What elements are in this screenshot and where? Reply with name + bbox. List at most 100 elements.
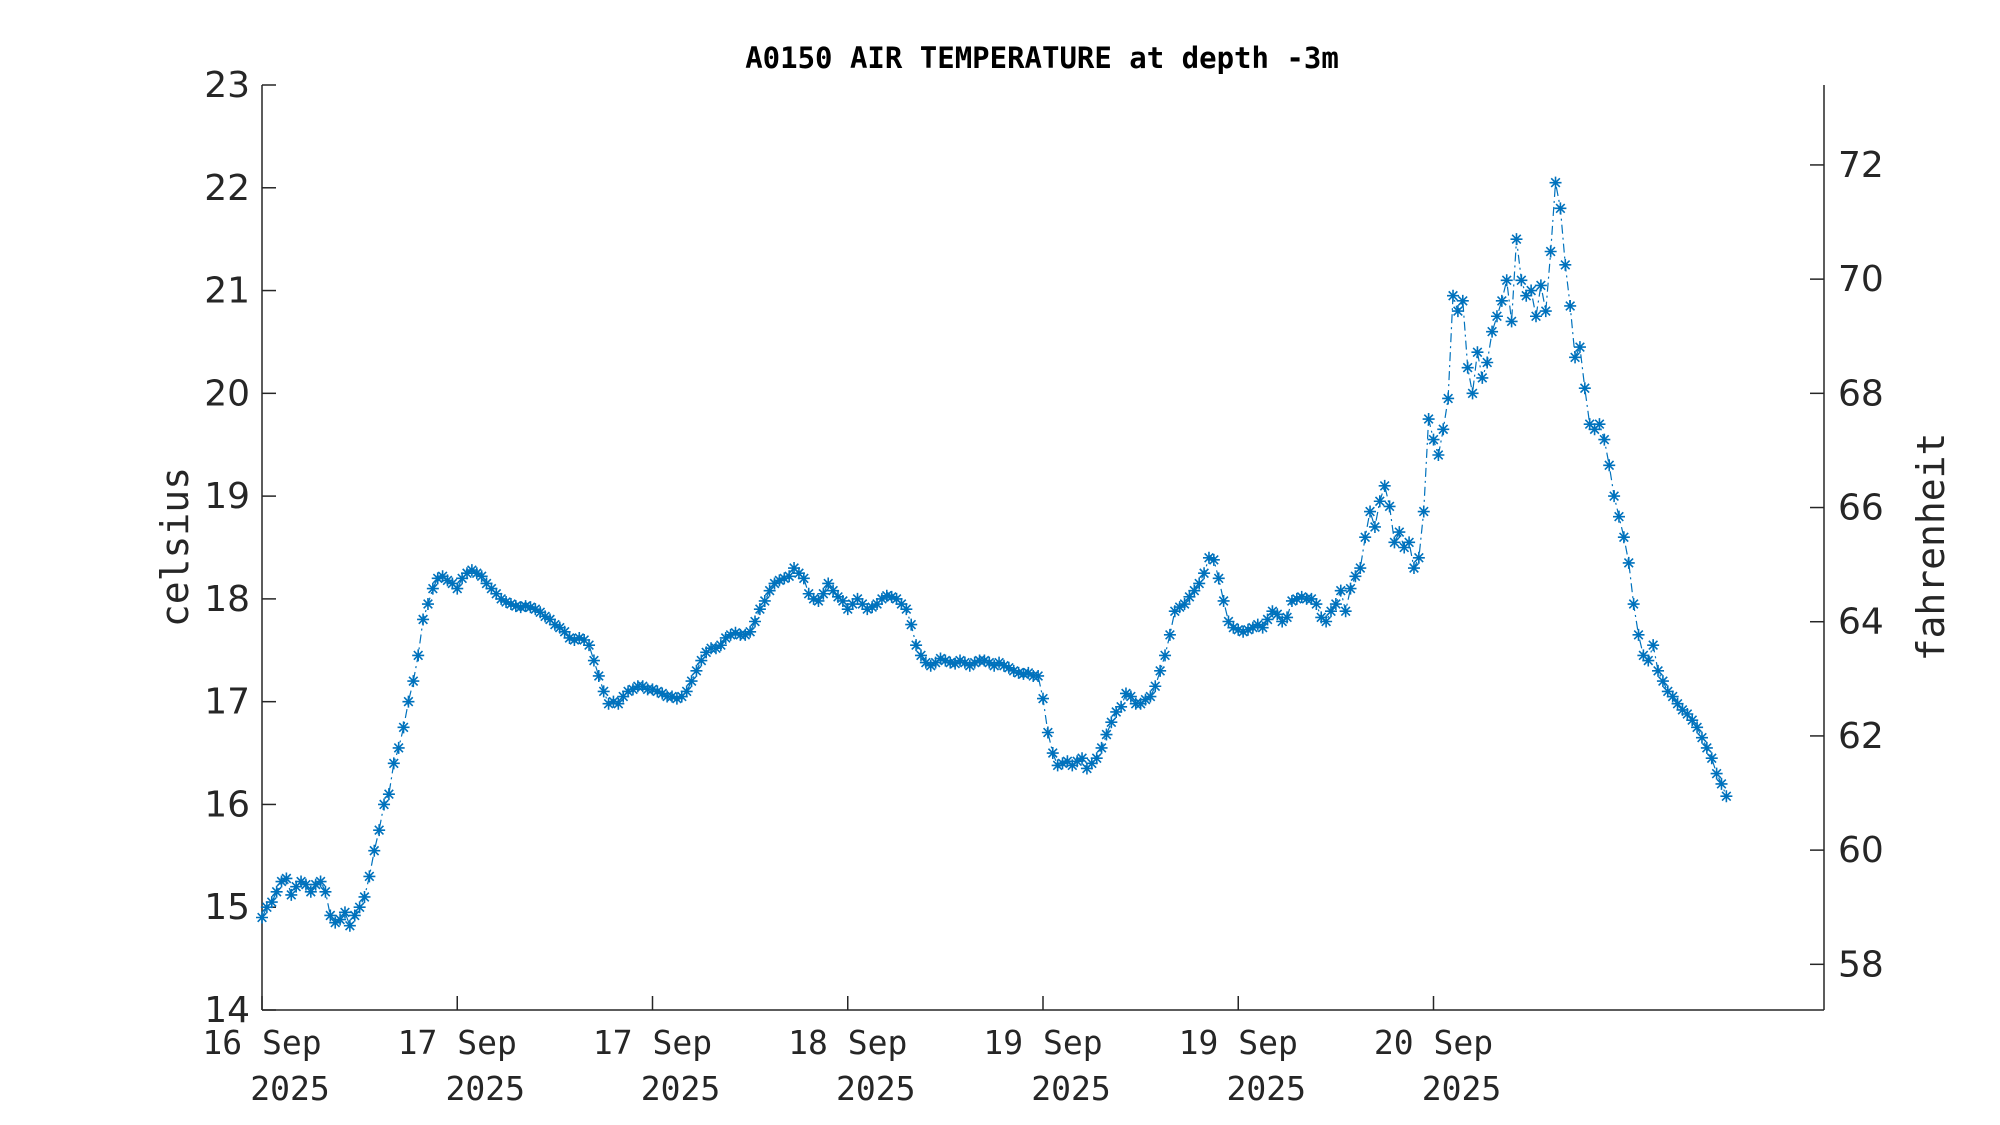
data-point-marker — [939, 654, 952, 667]
data-point-marker — [387, 757, 400, 770]
data-point-marker — [1290, 592, 1303, 605]
data-point-marker — [763, 584, 776, 597]
data-point-marker — [1422, 413, 1435, 426]
data-point-marker — [392, 741, 405, 754]
data-point-marker — [1495, 294, 1508, 307]
data-point-marker — [509, 600, 522, 613]
data-point-marker — [382, 788, 395, 801]
data-point-marker — [1393, 526, 1406, 539]
data-point-marker — [1407, 562, 1420, 575]
data-point-marker — [1681, 708, 1694, 720]
data-point-marker — [749, 615, 762, 628]
data-point-marker — [758, 594, 771, 607]
data-point-marker — [1383, 500, 1396, 513]
data-point-marker — [963, 659, 976, 672]
data-point-marker — [914, 649, 927, 662]
data-point-marker — [1007, 664, 1020, 677]
data-point-marker — [1661, 685, 1674, 698]
data-point-marker — [836, 594, 849, 607]
x-tick-label-year: 2025 — [836, 1069, 915, 1108]
data-point-marker — [807, 592, 820, 605]
data-point-marker — [934, 652, 947, 665]
data-point-marker — [260, 901, 273, 914]
y2-tick-label: 60 — [1838, 830, 1884, 871]
data-point-marker — [373, 824, 386, 837]
data-point-marker — [597, 685, 610, 698]
x-tick-label-date: 16 Sep — [202, 1023, 321, 1062]
data-point-marker — [1105, 716, 1118, 729]
data-point-marker — [1720, 790, 1733, 803]
data-point-marker — [1041, 726, 1054, 739]
data-point-marker — [724, 628, 737, 641]
data-point-marker — [421, 598, 434, 611]
data-point-marker — [783, 570, 796, 583]
data-point-marker — [1159, 649, 1172, 662]
data-point-marker — [1246, 621, 1259, 634]
data-point-marker — [1285, 594, 1298, 607]
data-point-marker — [1066, 759, 1079, 772]
y-tick-label: 14 — [204, 990, 250, 1031]
data-point-marker — [1110, 705, 1123, 718]
data-point-marker — [978, 654, 991, 667]
data-point-marker — [1134, 697, 1147, 710]
data-point-marker — [1505, 315, 1518, 328]
data-point-marker — [1163, 628, 1176, 641]
data-point-marker — [309, 878, 322, 891]
data-point-marker — [1378, 479, 1391, 492]
data-point-marker — [1598, 433, 1611, 446]
data-point-marker — [885, 590, 898, 603]
data-point-marker — [1676, 703, 1689, 716]
data-point-marker — [1525, 284, 1538, 297]
data-point-marker — [602, 697, 615, 710]
data-point-marker — [1534, 279, 1547, 292]
data-point-marker — [1466, 387, 1479, 400]
data-point-marker — [1344, 582, 1357, 595]
data-point-marker — [890, 592, 903, 605]
data-point-marker — [1486, 325, 1499, 338]
data-point-marker — [1368, 520, 1381, 533]
data-point-marker — [646, 683, 659, 696]
data-point-marker — [900, 603, 913, 616]
data-point-marker — [480, 577, 493, 590]
data-point-marker — [500, 595, 513, 608]
data-point-marker — [256, 911, 268, 924]
data-point-marker — [675, 690, 688, 703]
data-point-marker — [1652, 664, 1665, 677]
data-point-marker — [285, 888, 298, 901]
data-point-marker — [1412, 551, 1425, 564]
data-point-marker — [407, 675, 420, 688]
data-point-marker — [558, 625, 571, 638]
data-point-marker — [1691, 721, 1704, 734]
data-point-marker — [1500, 274, 1513, 287]
data-point-marker — [265, 896, 278, 909]
data-point-marker — [451, 582, 464, 595]
x-tick-label-date: 17 Sep — [398, 1023, 517, 1062]
data-point-marker — [1329, 598, 1342, 611]
y-tick-label: 17 — [204, 682, 250, 723]
data-point-marker — [1583, 418, 1596, 431]
data-point-marker — [270, 885, 283, 898]
data-point-marker — [636, 680, 649, 693]
data-point-marker — [1149, 680, 1162, 693]
data-point-marker — [744, 625, 757, 638]
data-point-marker — [1490, 310, 1503, 323]
data-point-marker — [446, 577, 459, 590]
data-point-marker — [1544, 245, 1557, 258]
data-point-marker — [426, 582, 439, 595]
data-point-marker — [1305, 592, 1318, 605]
data-point-marker — [768, 577, 781, 590]
data-point-marker — [1295, 590, 1308, 603]
data-point-marker — [617, 690, 630, 703]
data-point-marker — [709, 642, 722, 655]
data-point-marker — [1276, 615, 1289, 628]
data-point-marker — [343, 919, 356, 932]
data-point-marker — [1622, 556, 1635, 569]
data-point-marker — [1642, 654, 1655, 667]
data-point-marker — [1085, 757, 1098, 770]
data-point-marker — [348, 909, 361, 922]
data-point-marker — [1608, 490, 1621, 503]
data-point-marker — [1115, 700, 1128, 713]
data-point-marker — [1520, 289, 1533, 302]
series-line — [261, 182, 1727, 928]
x-tick-label-year: 2025 — [1422, 1069, 1501, 1108]
